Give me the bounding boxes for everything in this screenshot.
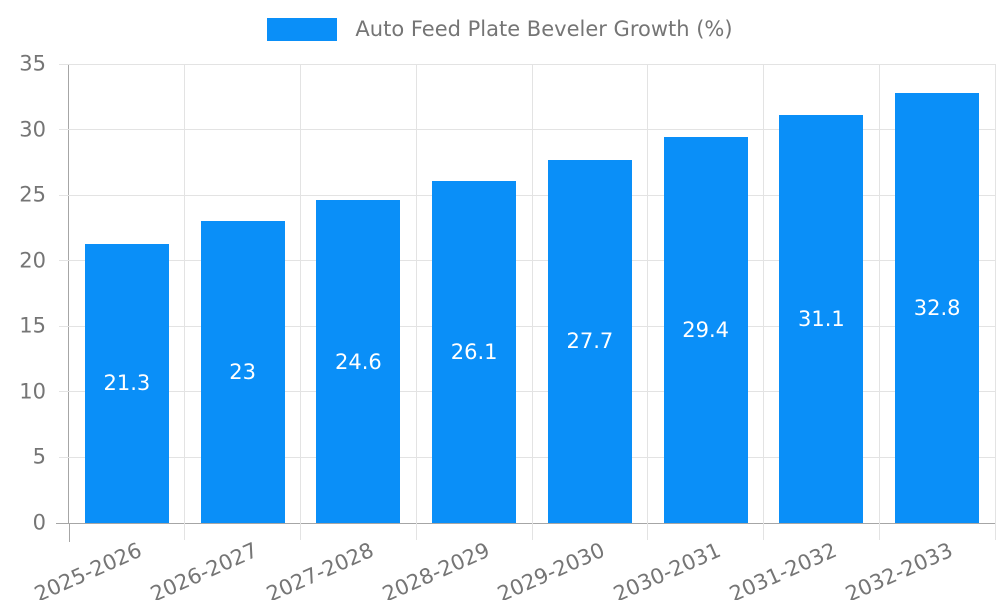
y-tick-label: 25 bbox=[19, 182, 46, 207]
y-tick-mark bbox=[59, 325, 69, 327]
x-tick-label: 2031-2032 bbox=[725, 538, 841, 600]
y-tick-mark bbox=[59, 260, 69, 262]
v-gridline bbox=[300, 64, 301, 523]
bar: 26.1 bbox=[432, 180, 517, 523]
x-axis-labels: 2025-2026 2026-2027 2027-2028 2028-2029 2029… bbox=[31, 523, 994, 600]
y-tick-label: 15 bbox=[19, 313, 46, 338]
bar-value-label: 21.3 bbox=[103, 371, 151, 396]
bar-value-label: 29.4 bbox=[682, 318, 729, 343]
y-tick-label: 10 bbox=[19, 379, 46, 404]
bar-value-label: 27.7 bbox=[566, 329, 614, 354]
v-gridline bbox=[184, 64, 186, 523]
bar: 21.3 bbox=[84, 243, 169, 523]
y-tick-mark bbox=[59, 194, 69, 196]
chart-legend[interactable]: Auto Feed Plate Beveler Growth (%) bbox=[0, 18, 1000, 41]
v-gridline bbox=[647, 64, 649, 523]
v-gridline bbox=[415, 64, 417, 523]
x-tick-mark bbox=[878, 523, 880, 540]
y-tick-label: 30 bbox=[19, 117, 46, 142]
legend-swatch bbox=[267, 18, 338, 41]
x-tick-mark bbox=[415, 523, 417, 540]
y-tick-label: 0 bbox=[32, 510, 46, 535]
y-tick-label: 20 bbox=[19, 248, 46, 273]
bar-value-label: 24.6 bbox=[334, 349, 382, 374]
x-tick-mark bbox=[647, 523, 649, 540]
bar: 29.4 bbox=[663, 137, 748, 523]
x-tick-label: 2025-2026 bbox=[31, 538, 146, 600]
plot-area: 21.3 23 24.6 26.1 27.7 29.4 31.1 32.8 bbox=[56, 63, 996, 542]
bar: 27.7 bbox=[547, 159, 632, 523]
x-tick-mark bbox=[68, 523, 70, 542]
bar-value-label: 26.1 bbox=[450, 339, 498, 364]
x-tick-label: 2026-2027 bbox=[147, 538, 262, 600]
v-gridline bbox=[994, 64, 996, 523]
y-tick-mark bbox=[59, 63, 69, 65]
x-tick-mark bbox=[300, 523, 301, 540]
y-tick-mark bbox=[59, 391, 69, 393]
x-tick-label: 2027-2028 bbox=[262, 538, 378, 600]
bar-value-label: 32.8 bbox=[913, 295, 961, 320]
x-tick-mark bbox=[763, 523, 764, 540]
x-tick-label: 2030-2031 bbox=[610, 538, 725, 600]
y-tick-mark bbox=[59, 129, 69, 131]
bar: 24.6 bbox=[316, 200, 401, 523]
y-tick-label: 35 bbox=[19, 51, 46, 76]
bar-value-label: 23 bbox=[229, 360, 256, 385]
v-gridline bbox=[763, 64, 764, 523]
x-tick-label: 2032-2033 bbox=[841, 538, 956, 600]
x-tick-mark bbox=[994, 523, 996, 540]
bar: 31.1 bbox=[779, 115, 864, 523]
y-tick-mark bbox=[59, 456, 69, 458]
bar: 32.8 bbox=[895, 92, 980, 523]
v-gridline bbox=[531, 64, 533, 523]
bar: 23 bbox=[200, 221, 285, 523]
x-tick-label: 2028-2029 bbox=[378, 538, 493, 600]
x-tick-mark bbox=[184, 523, 186, 540]
v-gridline bbox=[878, 64, 880, 523]
x-tick-mark bbox=[531, 523, 533, 540]
y-axis-labels: 0 5 10 15 20 25 30 35 bbox=[0, 52, 46, 535]
bar-value-label: 31.1 bbox=[797, 307, 845, 332]
legend-label: Auto Feed Plate Beveler Growth (%) bbox=[355, 17, 733, 41]
y-tick-label: 5 bbox=[32, 444, 46, 469]
x-tick-label: 2029-2030 bbox=[494, 538, 609, 600]
y-tick-mark bbox=[56, 522, 69, 524]
